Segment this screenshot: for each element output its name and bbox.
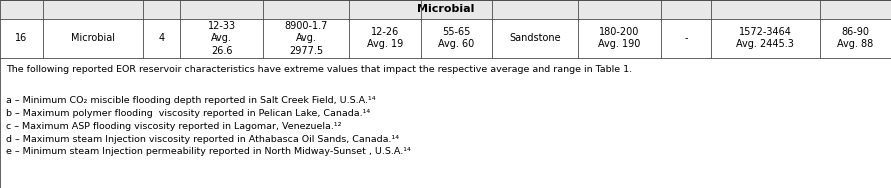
Text: Microbial: Microbial <box>71 33 115 43</box>
Text: 16: 16 <box>15 33 28 43</box>
Text: 8900-1.7
Avg.
2977.5: 8900-1.7 Avg. 2977.5 <box>284 21 328 56</box>
Text: e – Minimum steam Injection permeability reported in North Midway-Sunset , U.S.A: e – Minimum steam Injection permeability… <box>6 148 411 156</box>
Text: -: - <box>684 33 688 43</box>
Text: 86-90
Avg. 88: 86-90 Avg. 88 <box>838 27 873 49</box>
Text: Microbial: Microbial <box>417 4 474 14</box>
Text: 12-26
Avg. 19: 12-26 Avg. 19 <box>367 27 403 49</box>
Text: b – Maximum polymer flooding  viscosity reported in Pelican Lake, Canada.¹⁴: b – Maximum polymer flooding viscosity r… <box>6 109 370 118</box>
Text: 180-200
Avg. 190: 180-200 Avg. 190 <box>599 27 641 49</box>
Bar <box>0 18 891 58</box>
Text: The following reported EOR reservoir characteristics have extreme values that im: The following reported EOR reservoir cha… <box>6 64 632 74</box>
Text: 1572-3464
Avg. 2445.3: 1572-3464 Avg. 2445.3 <box>736 27 794 49</box>
Text: a – Minimum CO₂ miscible flooding depth reported in Salt Creek Field, U.S.A.¹⁴: a – Minimum CO₂ miscible flooding depth … <box>6 96 375 105</box>
Text: 55-65
Avg. 60: 55-65 Avg. 60 <box>438 27 474 49</box>
Bar <box>0 0 891 18</box>
Text: d – Maximum steam Injection viscosity reported in Athabasca Oil Sands, Canada.¹⁴: d – Maximum steam Injection viscosity re… <box>6 135 399 144</box>
Text: 12-33
Avg.
26.6: 12-33 Avg. 26.6 <box>208 21 236 56</box>
Bar <box>0 58 891 188</box>
Text: c – Maximum ASP flooding viscosity reported in Lagomar, Venezuela.¹²: c – Maximum ASP flooding viscosity repor… <box>6 122 341 131</box>
Text: Sandstone: Sandstone <box>510 33 560 43</box>
Text: 4: 4 <box>159 33 165 43</box>
